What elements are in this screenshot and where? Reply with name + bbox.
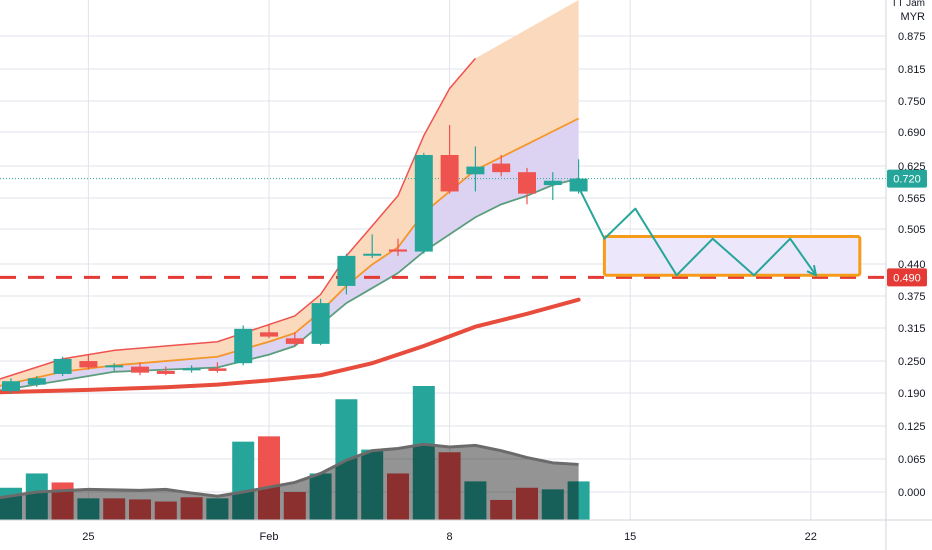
volume-bar — [361, 449, 384, 520]
volume-bar — [541, 489, 564, 520]
y-tick-label: 0.565 — [898, 193, 926, 205]
volume-bar — [258, 436, 280, 520]
long-ma-line — [0, 297, 581, 395]
y-tick-label: 0.505 — [898, 224, 926, 236]
volume-bar — [154, 501, 177, 520]
candle-body — [156, 370, 175, 374]
y-tick-label: 0.125 — [898, 421, 926, 433]
volume-bar — [129, 499, 151, 520]
volume-bar — [283, 492, 306, 520]
volume-bar — [25, 473, 48, 520]
candle-body — [414, 154, 433, 252]
time-axis[interactable]: 25Feb81522Mar815 — [0, 519, 932, 543]
volume-bar — [387, 473, 409, 520]
support-price-badge — [887, 268, 927, 287]
candle-body — [543, 180, 562, 186]
volume-pane — [0, 386, 590, 520]
price-axis[interactable]: 0.875 0.815 0.750 0.690 0.625 0.565 0.505 0.440… — [885, 0, 926, 550]
currency-label: MYR — [901, 11, 926, 23]
candle-body — [234, 328, 253, 364]
volume-bar — [232, 441, 255, 520]
candle-body — [363, 253, 382, 256]
long-moving-average — [0, 297, 581, 395]
y-tick-label: 0.065 — [898, 454, 926, 466]
y-tick-label: 0.315 — [898, 323, 926, 335]
x-tick-label: 8 — [447, 531, 453, 543]
current-price-badge — [887, 169, 927, 188]
middle-band-line — [0, 117, 580, 387]
currency-label-top: TT Jam — [891, 0, 925, 9]
y-tick-label: 0.375 — [898, 291, 926, 303]
volume-bar — [490, 499, 513, 520]
y-tick-label: 0.690 — [898, 127, 926, 139]
candle-body — [337, 255, 356, 286]
volume-bar — [567, 481, 590, 520]
candle-body — [466, 166, 485, 175]
y-tick-label: 0.190 — [898, 388, 926, 400]
forecast-projection — [577, 186, 862, 277]
support-price-label: 0.490 — [893, 272, 921, 284]
candle-body — [2, 381, 20, 392]
lower-band-line — [0, 177, 579, 392]
volume-bar — [180, 497, 203, 520]
forecast-arrow-head — [806, 265, 818, 277]
x-tick-label: 15 — [624, 531, 636, 543]
forecast-path-line — [577, 186, 817, 277]
x-tick-label: Feb — [260, 531, 279, 543]
candle-body — [53, 358, 72, 374]
upper-band-line — [0, 57, 476, 380]
volume-ma-area — [0, 444, 579, 520]
upper-band-fill — [0, 0, 579, 386]
volume-bar — [412, 386, 435, 520]
candle-body — [285, 338, 304, 344]
volume-bar — [206, 498, 229, 520]
current-price-label: 0.720 — [893, 174, 921, 186]
volume-bar — [516, 487, 538, 520]
volume-bar — [103, 498, 126, 520]
envelope-bands — [0, 0, 580, 392]
y-tick-label: 0.000 — [898, 487, 926, 499]
candle-body — [27, 378, 46, 385]
x-tick-label: 25 — [82, 531, 94, 543]
candle-body — [208, 368, 227, 371]
volume-bar — [77, 498, 100, 520]
support-line: 0.490 — [0, 268, 927, 287]
lower-band-fill — [0, 118, 579, 391]
y-tick-label: 0.815 — [898, 64, 926, 76]
current-price-line: 0.720 — [0, 169, 927, 188]
candle-body — [440, 154, 459, 192]
volume-bar — [438, 452, 461, 520]
y-tick-label: 0.440 — [898, 259, 926, 271]
y-tick-label: 0.750 — [898, 96, 926, 108]
volume-bar — [464, 481, 487, 520]
candle-body — [105, 365, 124, 368]
candles — [2, 124, 588, 394]
candle-body — [311, 303, 330, 344]
candle-body — [260, 332, 278, 337]
candle-body — [569, 178, 588, 192]
candle-body — [131, 366, 149, 373]
volume-bar — [309, 473, 332, 520]
candle-body — [79, 361, 98, 368]
candle-body — [518, 172, 536, 194]
candle-body — [492, 163, 511, 173]
candle-body — [182, 368, 201, 371]
candle-body — [389, 249, 407, 252]
y-tick-label: 0.625 — [898, 161, 926, 173]
x-tick-label: 22 — [805, 531, 817, 543]
y-tick-label: 0.875 — [898, 31, 926, 43]
volume-ma-line — [0, 442, 579, 500]
y-tick-label: 0.250 — [898, 356, 926, 368]
